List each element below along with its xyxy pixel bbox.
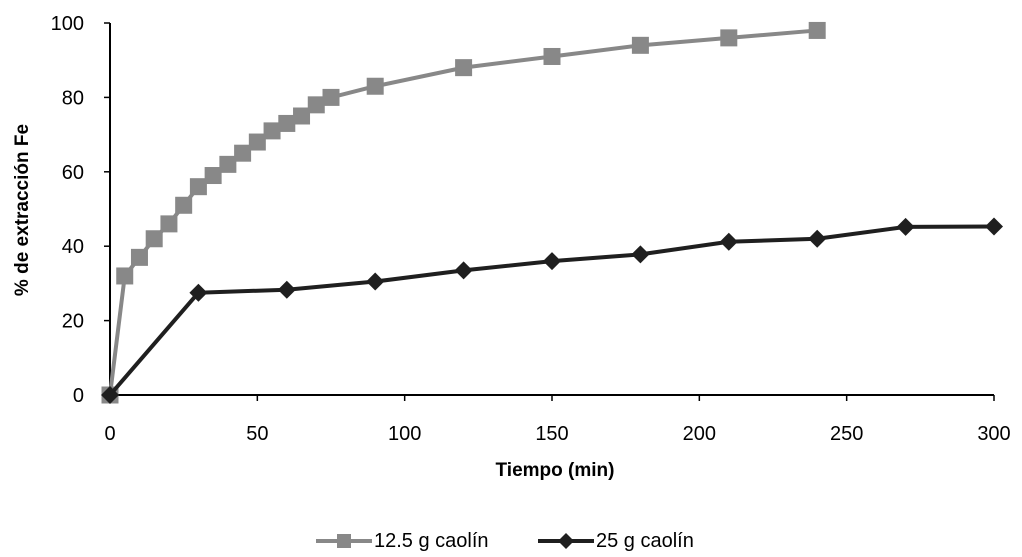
series-2-point xyxy=(719,232,738,251)
series-1-point xyxy=(808,21,826,39)
y-tick-label: 0 xyxy=(73,385,84,407)
series-1-point xyxy=(160,215,178,233)
series-1-point xyxy=(263,122,281,140)
legend-label-2: 25 g caolín xyxy=(596,530,694,552)
plot-area: 0 20 40 60 80 100 0 50 100 150 200 250 300 xyxy=(51,13,1011,445)
series-2-point xyxy=(454,261,473,280)
series-1-point xyxy=(307,96,325,114)
y-tick-label: 20 xyxy=(62,311,84,333)
legend-marker-1 xyxy=(337,534,351,548)
series-1-point xyxy=(631,36,649,54)
series-1-point xyxy=(189,178,207,196)
series-1-point xyxy=(175,196,193,214)
legend-label-1: 12.5 g caolín xyxy=(374,530,489,552)
series-1-point xyxy=(116,267,134,285)
y-tick-label: 100 xyxy=(51,13,84,35)
x-tick-label: 300 xyxy=(977,423,1010,445)
series-1-point xyxy=(293,107,311,125)
series-2-point xyxy=(189,283,208,302)
series-1-point xyxy=(234,144,252,162)
x-tick-label: 100 xyxy=(388,423,421,445)
y-tick-label: 40 xyxy=(62,236,84,258)
series-1-point xyxy=(322,88,340,106)
series-1-point xyxy=(278,114,296,132)
series-2-point xyxy=(101,386,119,404)
series-2-point xyxy=(896,217,915,236)
series-1-point xyxy=(720,29,738,47)
y-axis-title: % de extracción Fe xyxy=(12,124,33,296)
series-2-point xyxy=(277,280,296,299)
legend: 12.5 g caolín 25 g caolín xyxy=(316,530,694,552)
series-1-point xyxy=(204,167,222,185)
series-line-1 xyxy=(108,28,818,396)
series-1-point xyxy=(219,155,237,173)
series-2-point xyxy=(366,272,385,291)
y-tick-label: 60 xyxy=(62,162,84,184)
series-2-point xyxy=(985,217,1003,236)
x-tick-label: 150 xyxy=(535,423,568,445)
series-1-point xyxy=(543,47,561,65)
series-1-point xyxy=(366,77,384,95)
x-tick-label: 0 xyxy=(104,423,115,445)
series-1-point xyxy=(145,230,163,248)
x-tick-label: 50 xyxy=(246,423,268,445)
series-2-point xyxy=(808,229,827,248)
x-tick-label: 250 xyxy=(830,423,863,445)
series-1-point xyxy=(130,248,148,266)
legend-marker-2 xyxy=(558,533,574,549)
series-2-point xyxy=(631,245,650,264)
series-1-point xyxy=(455,59,473,77)
y-tick-label: 80 xyxy=(62,87,84,109)
series-line-2 xyxy=(108,224,995,397)
x-tick-label: 200 xyxy=(683,423,716,445)
series-1-point xyxy=(248,133,266,151)
x-axis-title: Tiempo (min) xyxy=(496,460,615,481)
series-2-point xyxy=(543,252,561,271)
